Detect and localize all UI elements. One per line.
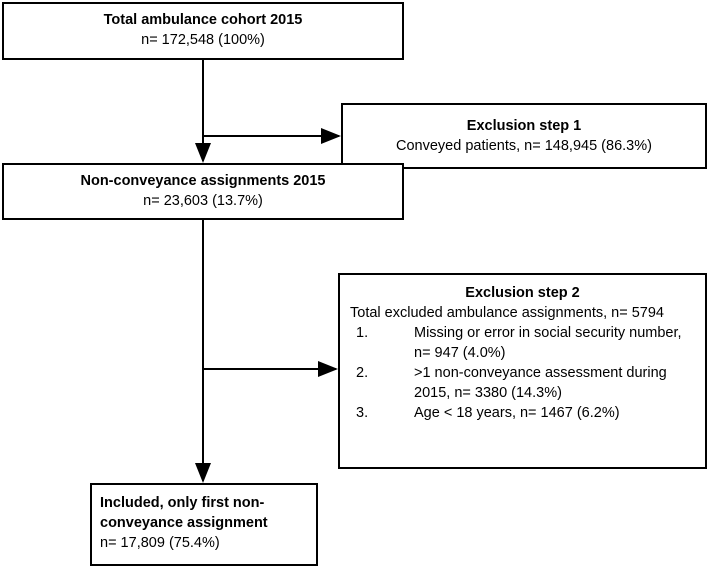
included-box: Included, only first non-conveyance assi… [90,483,318,566]
item-text: Missing or error in social security numb… [414,325,682,361]
nonconveyance-title: Non-conveyance assignments 2015 [80,173,326,189]
exclusion-step-2-box: Exclusion step 2 Total excluded ambulanc… [338,273,707,469]
included-count: n= 17,809 (75.4%) [100,535,220,551]
item-number: 1. [356,325,369,341]
item-number: 2. [356,365,369,381]
exclusion-step-1-box: Exclusion step 1 Conveyed patients, n= 1… [341,103,707,169]
item-text: Age < 18 years, n= 1467 (6.2%) [414,405,620,421]
nonconveyance-box: Non-conveyance assignments 2015 n= 23,60… [2,163,404,220]
nonconveyance-count: n= 23,603 (13.7%) [143,193,263,209]
exclusion-step-1-text: Conveyed patients, n= 148,945 (86.3%) [396,138,652,154]
exclusion-item: 1. Missing or error in social security nu… [350,323,695,363]
exclusion-item: 3. Age < 18 years, n= 1467 (6.2%) [350,403,695,423]
total-cohort-count: n= 172,548 (100%) [141,32,265,48]
item-text: >1 non-conveyance assessment during 2015… [414,365,667,401]
total-cohort-box: Total ambulance cohort 2015 n= 172,548 (… [2,2,404,60]
item-number: 3. [356,405,369,421]
exclusion-step-1-title: Exclusion step 1 [466,118,582,134]
exclusion-item: 2. >1 non-conveyance assessment during 20… [350,363,695,403]
included-title: Included, only first non-conveyance assi… [100,495,268,531]
exclusion-step-2-title: Exclusion step 2 [465,285,580,301]
exclusion-step-2-text: Total excluded ambulance assignments, n=… [350,305,664,321]
total-cohort-title: Total ambulance cohort 2015 [103,12,303,28]
